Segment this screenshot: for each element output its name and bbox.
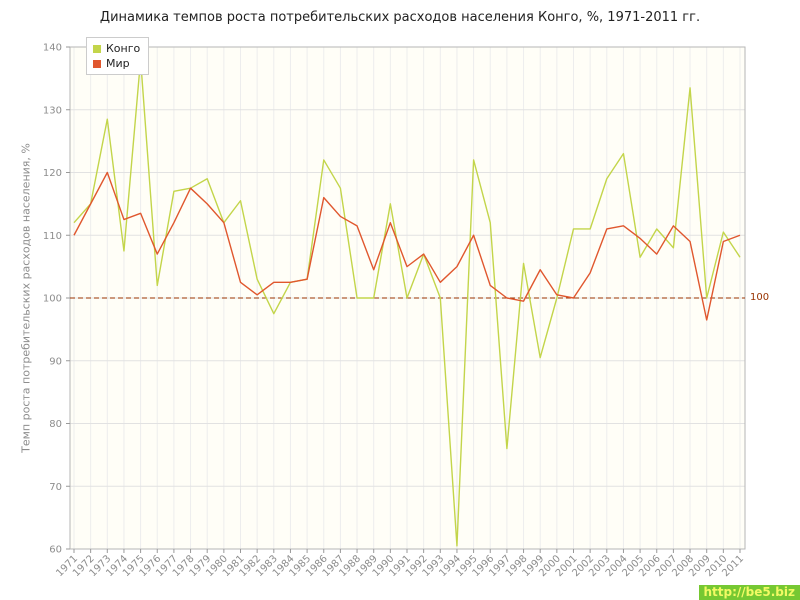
svg-text:100: 100 [43, 294, 62, 305]
y-axis-label: Темп роста потребительских расходов насе… [19, 143, 33, 453]
legend-entry-world: Мир [93, 56, 140, 71]
chart-title: Динамика темпов роста потребительских ра… [99, 10, 701, 25]
svg-text:120: 120 [43, 168, 62, 179]
svg-text:90: 90 [49, 356, 62, 367]
legend-label-congo: Конго [106, 42, 141, 55]
svg-text:60: 60 [49, 545, 62, 556]
svg-text:80: 80 [49, 419, 62, 430]
watermark-link[interactable]: http://be5.biz [698, 585, 800, 600]
legend-label-world: Мир [106, 57, 130, 70]
svg-text:130: 130 [43, 105, 62, 116]
reference-line-label: 100 [750, 292, 770, 303]
legend-swatch-congo-icon [93, 44, 101, 53]
legend-swatch-world-icon [93, 59, 101, 68]
svg-text:70: 70 [49, 482, 62, 493]
svg-text:140: 140 [43, 43, 62, 54]
svg-text:110: 110 [43, 231, 62, 242]
legend-entry-congo: Конго [93, 41, 140, 56]
legend: Конго Мир [86, 37, 150, 75]
